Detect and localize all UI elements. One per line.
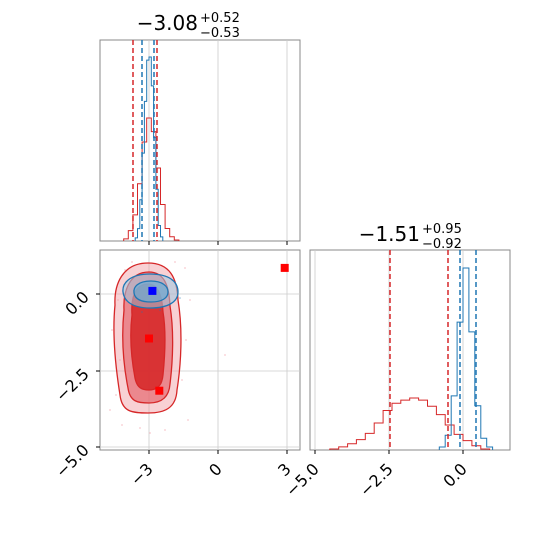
bottom-left-x-tick-label-0: 0 [205, 459, 226, 480]
top-left-title-value: −3.08 [137, 11, 198, 35]
top-left-frame [99, 39, 301, 242]
top-right-histogram-panel: −1.51 +0.95 −0.92 [309, 222, 511, 454]
top-right-frame [309, 249, 511, 451]
red-marker-center [145, 334, 153, 343]
bottom-right-axis-labels: −5.0 −2.5 0.0 [282, 459, 471, 500]
top-left-title-plus: +0.52 [200, 11, 240, 26]
top-left-blue-histogram [134, 56, 164, 241]
bottom-left-y-tick-label-neg2p5: −2.5 [52, 364, 93, 405]
bottom-left-y-tick-label-0: 0.0 [61, 287, 92, 318]
bottom-left-density-panel: −3 0 3 0.0 −2.5 −5.0 [52, 249, 301, 490]
bottom-right-x-tick-label-neg5: −5.0 [282, 459, 323, 500]
top-right-blue-histogram [438, 267, 494, 450]
top-left-red-histogram [123, 117, 180, 241]
top-left-histogram-panel: −3.08 +0.52 −0.53 [99, 11, 301, 245]
bottom-right-x-tick-label-neg2p5: −2.5 [356, 459, 397, 500]
bottom-left-y-tick-label-neg5: −5.0 [52, 440, 93, 481]
top-right-title-minus: −0.92 [422, 237, 462, 252]
bottom-right-x-tick-label-0: 0.0 [439, 459, 470, 490]
blue-marker [148, 286, 157, 295]
red-marker-lower [155, 386, 164, 395]
top-left-title-minus: −0.53 [200, 26, 240, 41]
sample-points [109, 261, 226, 434]
top-right-red-histogram [329, 397, 491, 450]
top-right-title-plus: +0.95 [422, 222, 462, 237]
bottom-left-x-tick-label-neg3: −3 [127, 459, 157, 489]
red-marker-top-right [280, 263, 289, 272]
top-right-title-value: −1.51 [359, 222, 420, 246]
